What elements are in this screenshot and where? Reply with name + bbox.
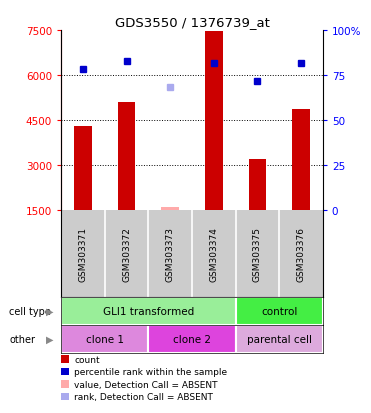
Text: rank, Detection Call = ABSENT: rank, Detection Call = ABSENT [74, 392, 213, 401]
Bar [74, 126, 92, 210]
Text: GSM303376: GSM303376 [296, 226, 305, 281]
Text: GLI1 transformed: GLI1 transformed [103, 306, 194, 316]
Text: parental cell: parental cell [247, 334, 312, 344]
Text: cell type: cell type [9, 306, 51, 316]
Text: clone 1: clone 1 [86, 334, 124, 344]
Bar [236, 297, 323, 325]
Text: other: other [9, 334, 35, 344]
Bar [161, 207, 179, 210]
Bar [118, 102, 135, 210]
Text: GSM303374: GSM303374 [209, 226, 218, 281]
Bar [236, 325, 323, 353]
Title: GDS3550 / 1376739_at: GDS3550 / 1376739_at [115, 17, 269, 29]
Bar [61, 325, 148, 353]
Text: percentile rank within the sample: percentile rank within the sample [74, 367, 227, 376]
Text: ▶: ▶ [46, 306, 54, 316]
Text: ▶: ▶ [46, 334, 54, 344]
Text: clone 2: clone 2 [173, 334, 211, 344]
Bar [292, 110, 310, 210]
Text: control: control [261, 306, 298, 316]
Text: value, Detection Call = ABSENT: value, Detection Call = ABSENT [74, 380, 218, 389]
Bar [205, 32, 223, 210]
Text: count: count [74, 355, 100, 364]
Bar [148, 325, 236, 353]
Bar [61, 297, 236, 325]
Text: GSM303371: GSM303371 [79, 226, 88, 281]
Text: GSM303373: GSM303373 [166, 226, 175, 281]
Text: GSM303372: GSM303372 [122, 226, 131, 281]
Text: GSM303375: GSM303375 [253, 226, 262, 281]
Bar [249, 159, 266, 210]
